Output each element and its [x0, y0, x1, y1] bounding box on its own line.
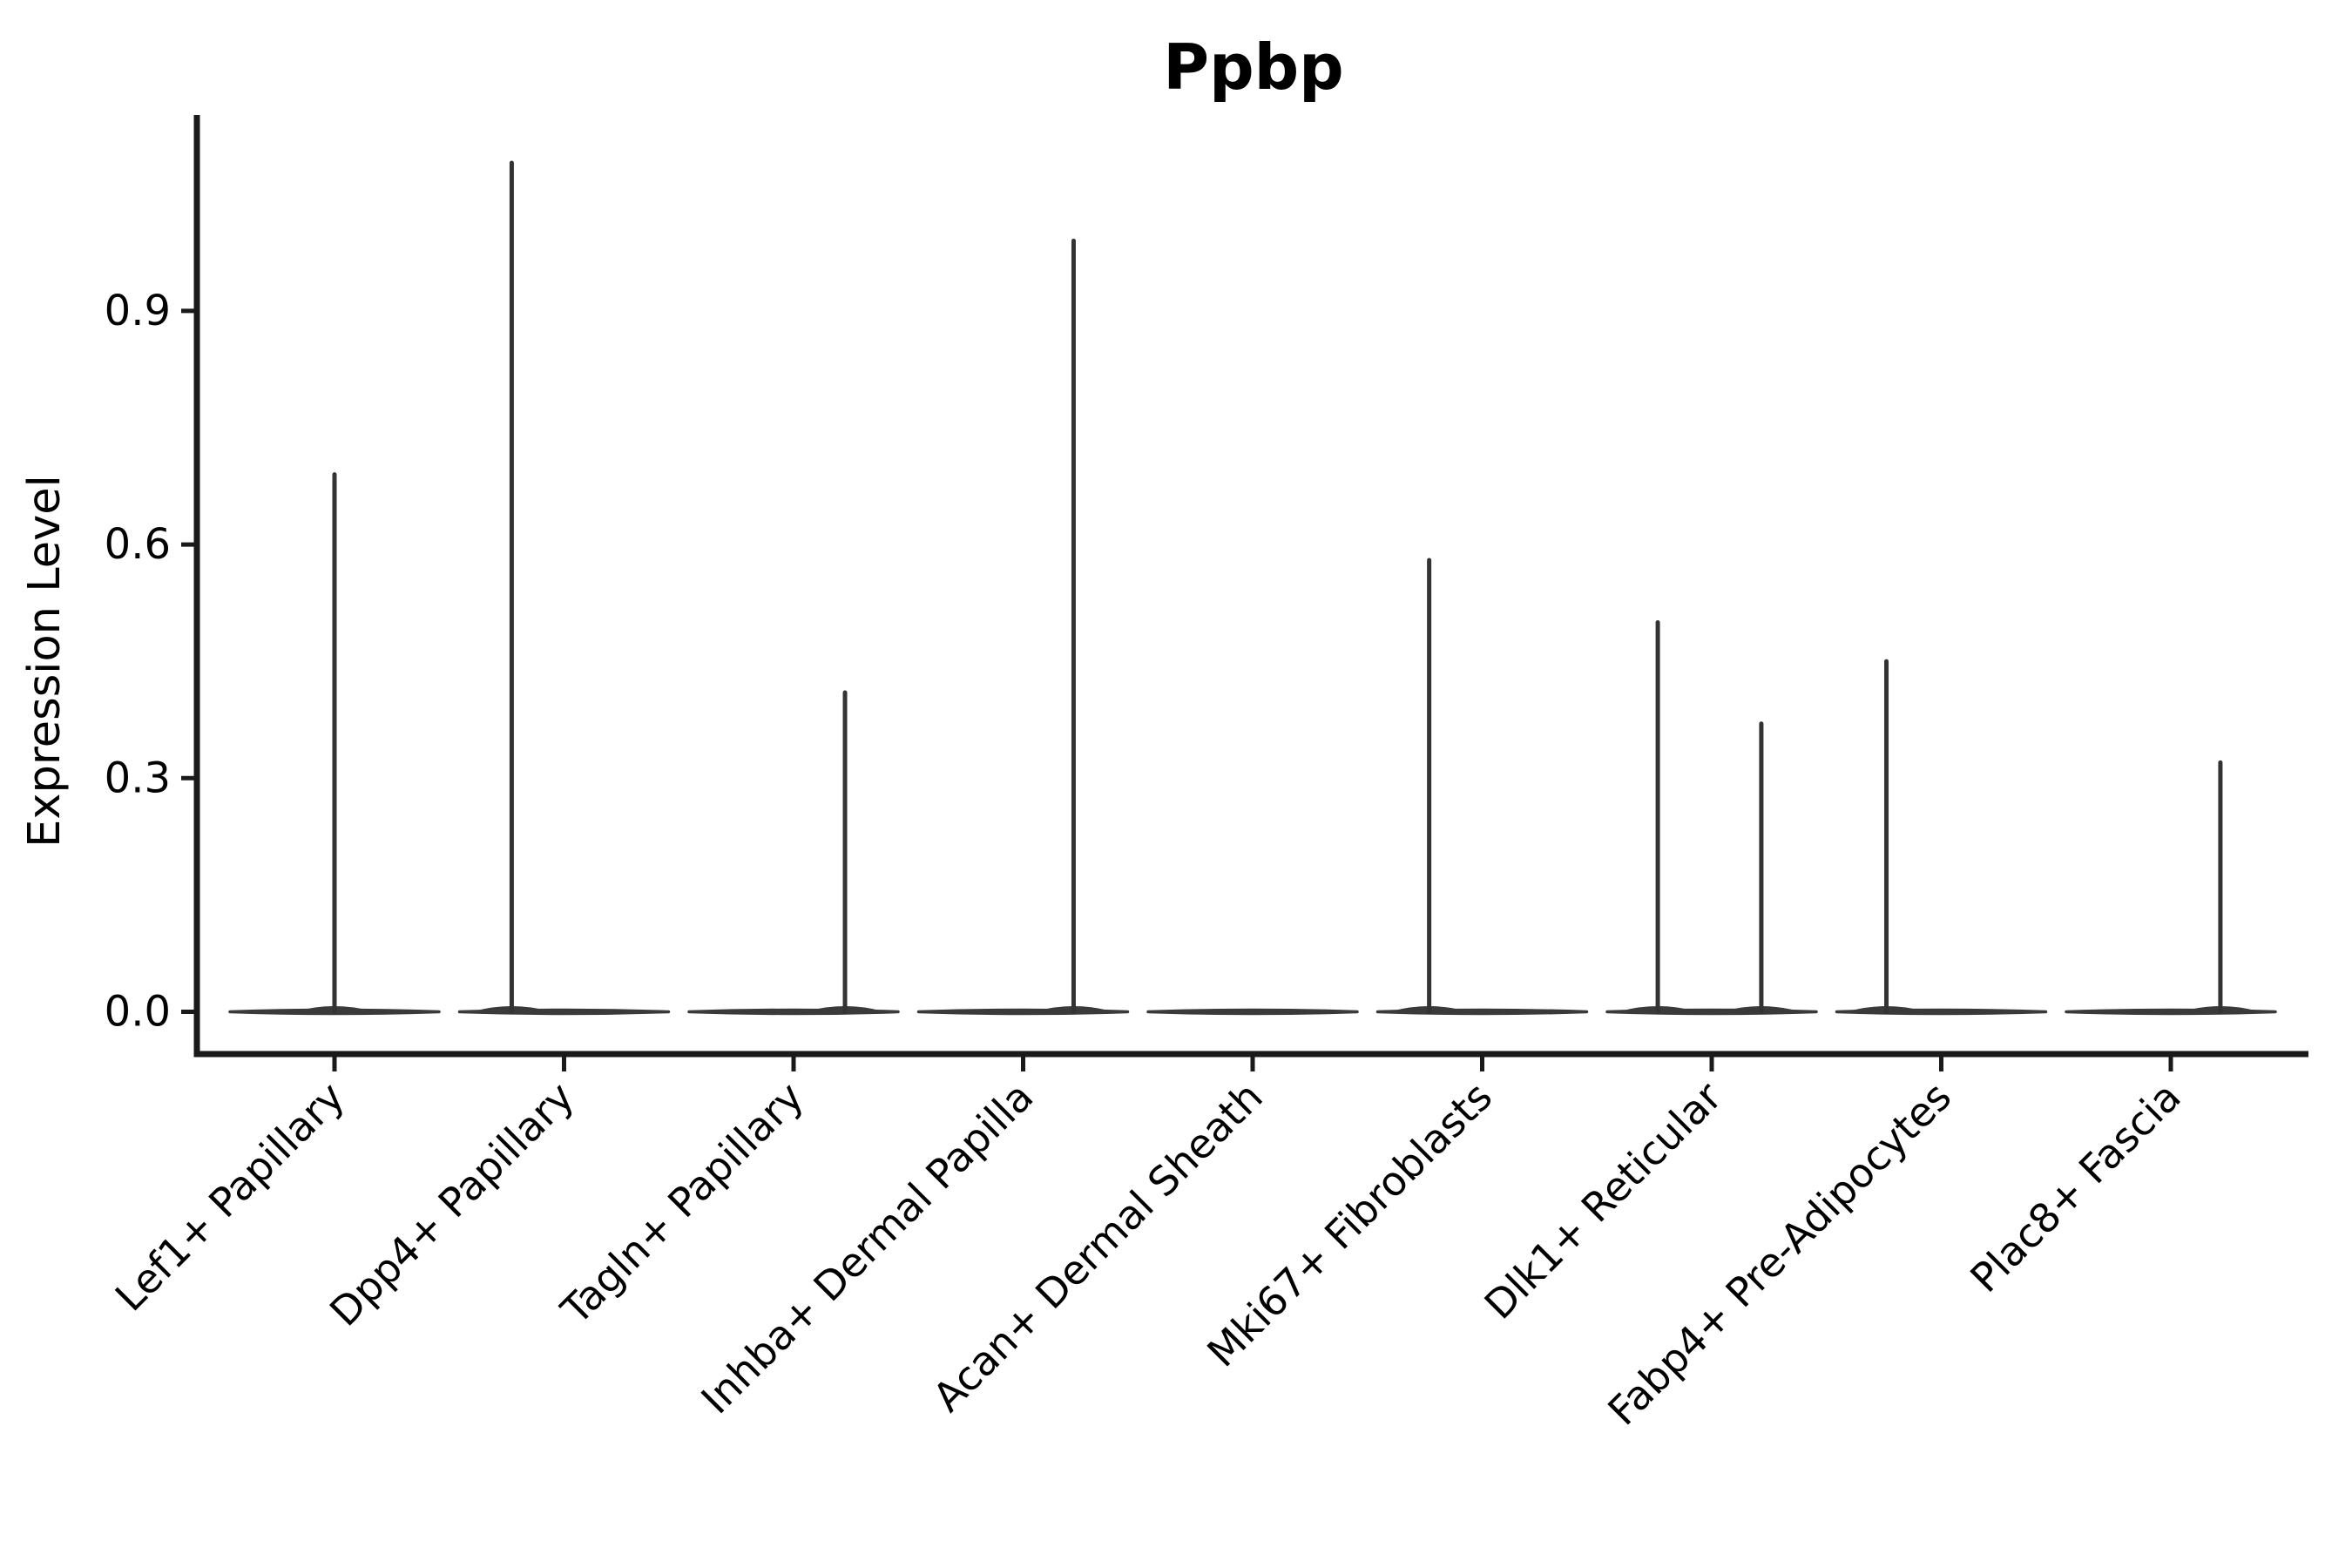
y-tick-label: 0.0	[105, 988, 171, 1037]
violin-lef1-papillary	[228, 472, 441, 1016]
y-tick-label: 0.3	[105, 754, 171, 802]
y-tick-label: 0.6	[105, 520, 171, 569]
violin-dpp4-papillary	[457, 160, 671, 1016]
violin-tagln-papillary	[687, 690, 900, 1016]
violin-inhba-dermal-papilla	[916, 238, 1130, 1016]
violin-fabp4-pre-adipocytes	[1835, 659, 2048, 1016]
axes-spines	[193, 115, 2308, 1058]
violin-acan-dermal-sheath	[1146, 1008, 1359, 1016]
y-tick-label: 0.9	[105, 287, 171, 335]
y-axis-label: Expression Level	[19, 475, 71, 848]
violin-body	[1146, 1008, 1359, 1016]
violin-dlk1-reticular	[1605, 620, 1818, 1016]
x-tick-label-tagln-papillary: Tagln+ Papillary	[551, 1073, 813, 1335]
x-tick-label-dpp4-papillary: Dpp4+ Papillary	[321, 1073, 583, 1335]
violin-plac8-fascia	[2065, 760, 2277, 1016]
x-tick-label-lef1-papillary: Lef1+ Papillary	[106, 1073, 354, 1321]
y-axis-ticks: 0.0 0.3 0.6 0.9	[105, 287, 196, 1037]
violins	[228, 160, 2277, 1016]
violin-mki67-fibroblasts	[1375, 558, 1589, 1016]
x-tick-label-dlk1-reticular: Dlk1+ Reticular	[1476, 1073, 1731, 1328]
x-tick-label-plac8-fascia: Plac8+ Fascia	[1961, 1073, 2189, 1301]
chart-title: Ppbp	[1163, 30, 1343, 104]
